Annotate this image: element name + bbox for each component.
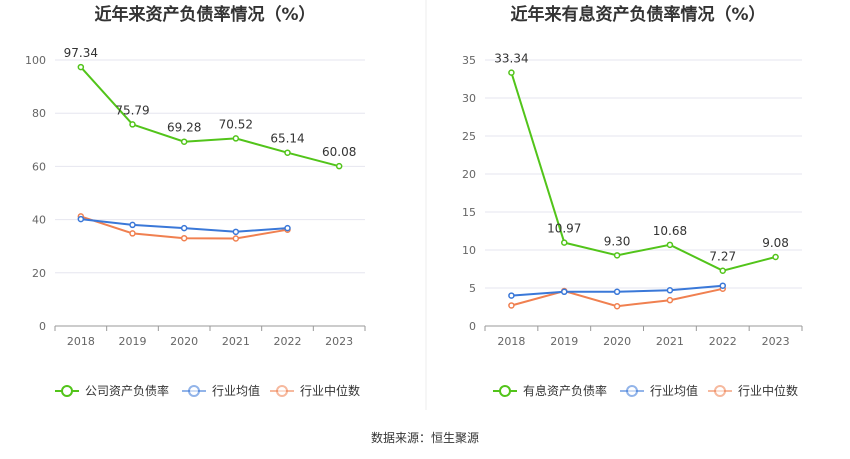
data-point <box>77 63 85 71</box>
y-tick-label: 80 <box>32 107 46 120</box>
chart-panel-1: 近年来资产负债率情况（%） 0 20 40 60 80 100 2018 2019 2020 202… <box>25 4 366 398</box>
chart-panel-2: 近年来有息资产负债率情况（%） 0 5 10 15 20 25 30 35 2018 2019 202… <box>462 4 803 398</box>
x-tick-label: 2020 <box>170 335 198 348</box>
y-tick-label: 60 <box>32 160 46 173</box>
data-point <box>666 287 674 294</box>
y-tick-label: 10 <box>462 244 476 257</box>
data-point <box>180 138 188 145</box>
legend-label: 行业均值 <box>212 383 260 398</box>
x-tick-label: 2019 <box>119 335 147 348</box>
data-label: 65.14 <box>270 132 304 146</box>
data-label: 7.27 <box>709 250 736 264</box>
y-tick-label: 30 <box>462 92 476 105</box>
legend-label: 公司资产负债率 <box>85 383 169 398</box>
series-line-1 <box>80 66 340 168</box>
x-tick-label: 2021 <box>222 335 250 348</box>
legend-label: 行业中位数 <box>300 383 360 398</box>
y-tick-label: 20 <box>462 168 476 181</box>
data-point <box>335 162 343 170</box>
x-tick-label: 2022 <box>274 335 302 348</box>
data-point <box>719 267 726 274</box>
data-point <box>561 239 568 246</box>
chart-title: 近年来有息资产负债率情况（%） <box>510 4 765 25</box>
data-label: 33.34 <box>494 52 528 66</box>
data-label: 97.34 <box>64 46 98 60</box>
data-label: 75.79 <box>115 103 149 117</box>
series-line-1 <box>510 72 776 272</box>
data-source-text: 数据来源：恒生聚源 <box>371 430 479 445</box>
data-point <box>284 224 291 232</box>
x-tick-label: 2019 <box>550 335 578 348</box>
legend-label: 行业中位数 <box>738 383 798 398</box>
data-point <box>232 228 240 236</box>
legend-marker <box>276 385 288 397</box>
data-point <box>180 224 188 232</box>
data-point <box>77 215 85 223</box>
legend-marker <box>626 385 638 397</box>
x-tick-label: 2023 <box>325 335 353 348</box>
data-point <box>719 282 726 289</box>
y-tick-label: 35 <box>462 54 476 67</box>
legend-item-3: 行业中位数 <box>708 383 798 398</box>
data-point <box>232 135 240 142</box>
legend-label: 行业均值 <box>650 383 698 398</box>
data-point <box>508 302 515 309</box>
data-label: 10.68 <box>653 224 687 238</box>
data-label: 69.28 <box>167 121 201 135</box>
legend-marker <box>499 385 511 397</box>
data-point <box>772 253 779 261</box>
data-point <box>508 69 515 76</box>
x-tick-label: 2018 <box>497 335 525 348</box>
data-point <box>666 296 674 304</box>
legend-marker <box>714 385 726 397</box>
data-point <box>613 302 621 310</box>
x-tick-label: 2018 <box>67 335 95 348</box>
y-tick-label: 25 <box>462 130 476 143</box>
y-tick-label: 100 <box>25 54 46 67</box>
data-label: 60.08 <box>322 145 356 159</box>
legend-item-2: 行业均值 <box>182 383 260 398</box>
chart-title: 近年来资产负债率情况（%） <box>94 4 315 25</box>
data-point <box>180 234 188 242</box>
legend-marker <box>188 385 200 397</box>
x-tick-label: 2020 <box>603 335 631 348</box>
data-point <box>232 235 240 242</box>
y-tick-label: 0 <box>39 320 46 333</box>
y-tick-label: 40 <box>32 214 46 227</box>
data-label: 70.52 <box>219 117 253 131</box>
data-point <box>561 288 568 296</box>
data-label: 10.97 <box>547 222 581 236</box>
y-tick-label: 0 <box>469 320 476 333</box>
data-point <box>129 230 136 237</box>
data-point <box>129 221 136 229</box>
data-point <box>508 292 515 299</box>
data-point <box>129 121 136 128</box>
data-point <box>613 252 621 259</box>
x-tick-label: 2022 <box>709 335 737 348</box>
legend-label: 有息资产负债率 <box>523 383 607 398</box>
legend-item-1: 有息资产负债率 <box>493 383 607 398</box>
legend-marker <box>61 385 73 397</box>
x-tick-label: 2021 <box>656 335 684 348</box>
legend-item-3: 行业中位数 <box>270 383 360 398</box>
x-tick-label: 2023 <box>762 335 790 348</box>
y-tick-label: 5 <box>469 282 476 295</box>
legend-item-2: 行业均值 <box>620 383 698 398</box>
legend-item-1: 公司资产负债率 <box>55 383 169 398</box>
data-label: 9.08 <box>762 236 789 250</box>
data-point <box>666 241 674 249</box>
y-tick-label: 20 <box>32 267 46 280</box>
data-point <box>284 149 291 156</box>
y-tick-label: 15 <box>462 206 476 219</box>
data-label: 9.30 <box>604 234 631 248</box>
data-point <box>613 288 621 296</box>
